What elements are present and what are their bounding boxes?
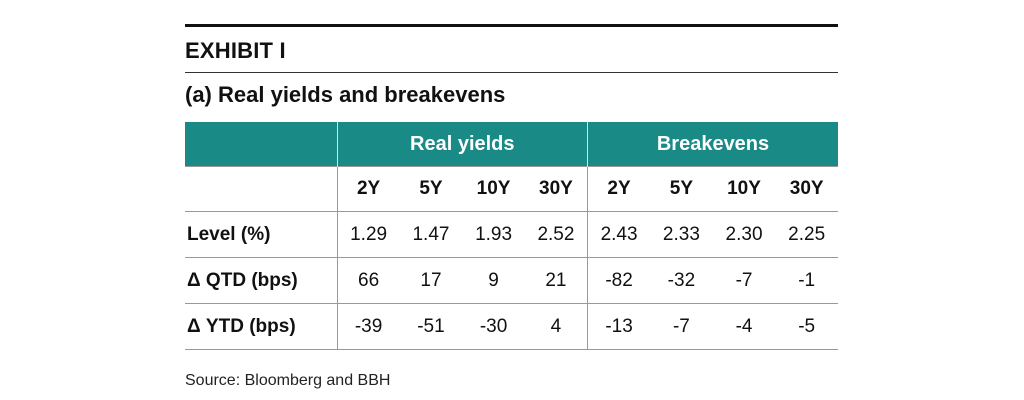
table-cell: 2.30 (712, 211, 776, 258)
group-header-empty (185, 122, 338, 167)
tenor-header: 5Y (650, 166, 713, 212)
table-cell: 66 (336, 257, 400, 304)
group-header-row: Real yields Breakevens (185, 122, 838, 167)
tenor-header-empty (185, 166, 338, 212)
table-cell: -1 (775, 257, 838, 304)
table-subtitle: (a) Real yields and breakevens (185, 82, 506, 107)
table-row-qtd: Δ QTD (bps) 66 17 9 21 -82 -32 -7 -1 (185, 257, 838, 304)
exhibit: EXHIBIT I (a) Real yields and breakevens… (185, 24, 838, 390)
tenor-header: 10Y (712, 166, 776, 212)
group-header-real-yields: Real yields (336, 122, 588, 167)
row-label: Δ QTD (bps) (185, 257, 338, 304)
table-cell: -7 (650, 303, 713, 350)
top-rule (185, 24, 838, 27)
exhibit-label: EXHIBIT I (185, 38, 286, 63)
tenor-header: 30Y (524, 166, 588, 212)
tenor-header-row: 2Y 5Y 10Y 30Y 2Y 5Y 10Y 30Y (185, 166, 838, 212)
yields-table: Real yields Breakevens 2Y 5Y 10Y 30Y 2Y … (185, 122, 838, 350)
table-cell: 1.29 (336, 211, 400, 258)
table-cell: 2.33 (650, 211, 713, 258)
table-cell: 17 (399, 257, 463, 304)
table-cell: -4 (712, 303, 776, 350)
tenor-header: 2Y (336, 166, 400, 212)
title-divider (185, 72, 838, 73)
tenor-header: 30Y (775, 166, 838, 212)
source-note: Source: Bloomberg and BBH (185, 372, 391, 389)
tenor-header: 5Y (399, 166, 463, 212)
table-cell: 2.52 (524, 211, 588, 258)
tenor-header: 2Y (587, 166, 651, 212)
group-header-breakevens: Breakevens (587, 122, 838, 167)
table-cell: 9 (462, 257, 525, 304)
table-cell: 21 (524, 257, 588, 304)
table-cell: -30 (462, 303, 525, 350)
table-cell: 1.47 (399, 211, 463, 258)
table-cell: -32 (650, 257, 713, 304)
table-cell: -7 (712, 257, 776, 304)
table-cell: -51 (399, 303, 463, 350)
table-cell: -39 (336, 303, 400, 350)
table-cell: -13 (587, 303, 651, 350)
tenor-header: 10Y (462, 166, 525, 212)
table-cell: 2.25 (775, 211, 838, 258)
table-row-ytd: Δ YTD (bps) -39 -51 -30 4 -13 -7 -4 -5 (185, 303, 838, 350)
table-cell: -5 (775, 303, 838, 350)
table-cell: 1.93 (462, 211, 525, 258)
table-cell: 2.43 (587, 211, 651, 258)
row-label: Level (%) (185, 211, 338, 258)
table-cell: -82 (587, 257, 651, 304)
table-cell: 4 (524, 303, 588, 350)
row-label: Δ YTD (bps) (185, 303, 338, 350)
table-row-level: Level (%) 1.29 1.47 1.93 2.52 2.43 2.33 … (185, 211, 838, 258)
